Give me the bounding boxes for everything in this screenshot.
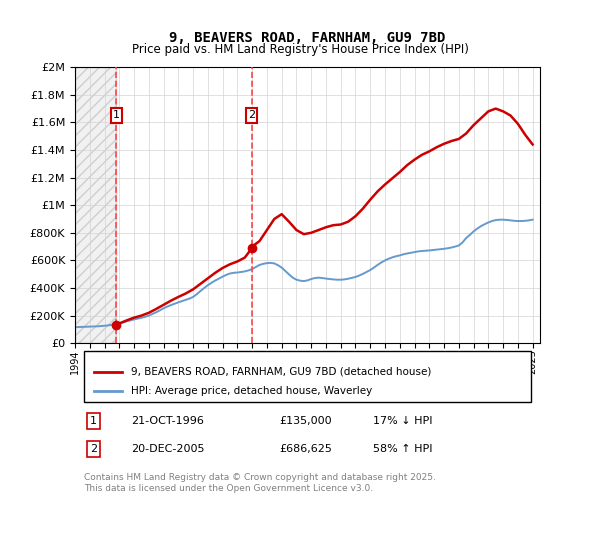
Bar [75, 67, 116, 343]
Text: £686,625: £686,625 [280, 444, 332, 454]
Text: 17% ↓ HPI: 17% ↓ HPI [373, 416, 432, 426]
Text: 1: 1 [113, 110, 120, 120]
FancyBboxPatch shape [84, 351, 531, 402]
Text: £135,000: £135,000 [280, 416, 332, 426]
Text: Price paid vs. HM Land Registry's House Price Index (HPI): Price paid vs. HM Land Registry's House … [131, 43, 469, 56]
Bar [75, 67, 116, 343]
Text: Contains HM Land Registry data © Crown copyright and database right 2025.
This d: Contains HM Land Registry data © Crown c… [84, 473, 436, 493]
Text: 58% ↑ HPI: 58% ↑ HPI [373, 444, 432, 454]
Text: 2: 2 [90, 444, 97, 454]
Text: 2: 2 [248, 110, 255, 120]
Text: 1: 1 [90, 416, 97, 426]
Text: 20-DEC-2005: 20-DEC-2005 [131, 444, 204, 454]
Text: HPI: Average price, detached house, Waverley: HPI: Average price, detached house, Wave… [131, 385, 372, 395]
Title: 9, BEAVERS ROAD, FARNHAM, GU9 7BD: 9, BEAVERS ROAD, FARNHAM, GU9 7BD [169, 31, 446, 45]
Text: 21-OCT-1996: 21-OCT-1996 [131, 416, 203, 426]
Text: 9, BEAVERS ROAD, FARNHAM, GU9 7BD (detached house): 9, BEAVERS ROAD, FARNHAM, GU9 7BD (detac… [131, 367, 431, 377]
